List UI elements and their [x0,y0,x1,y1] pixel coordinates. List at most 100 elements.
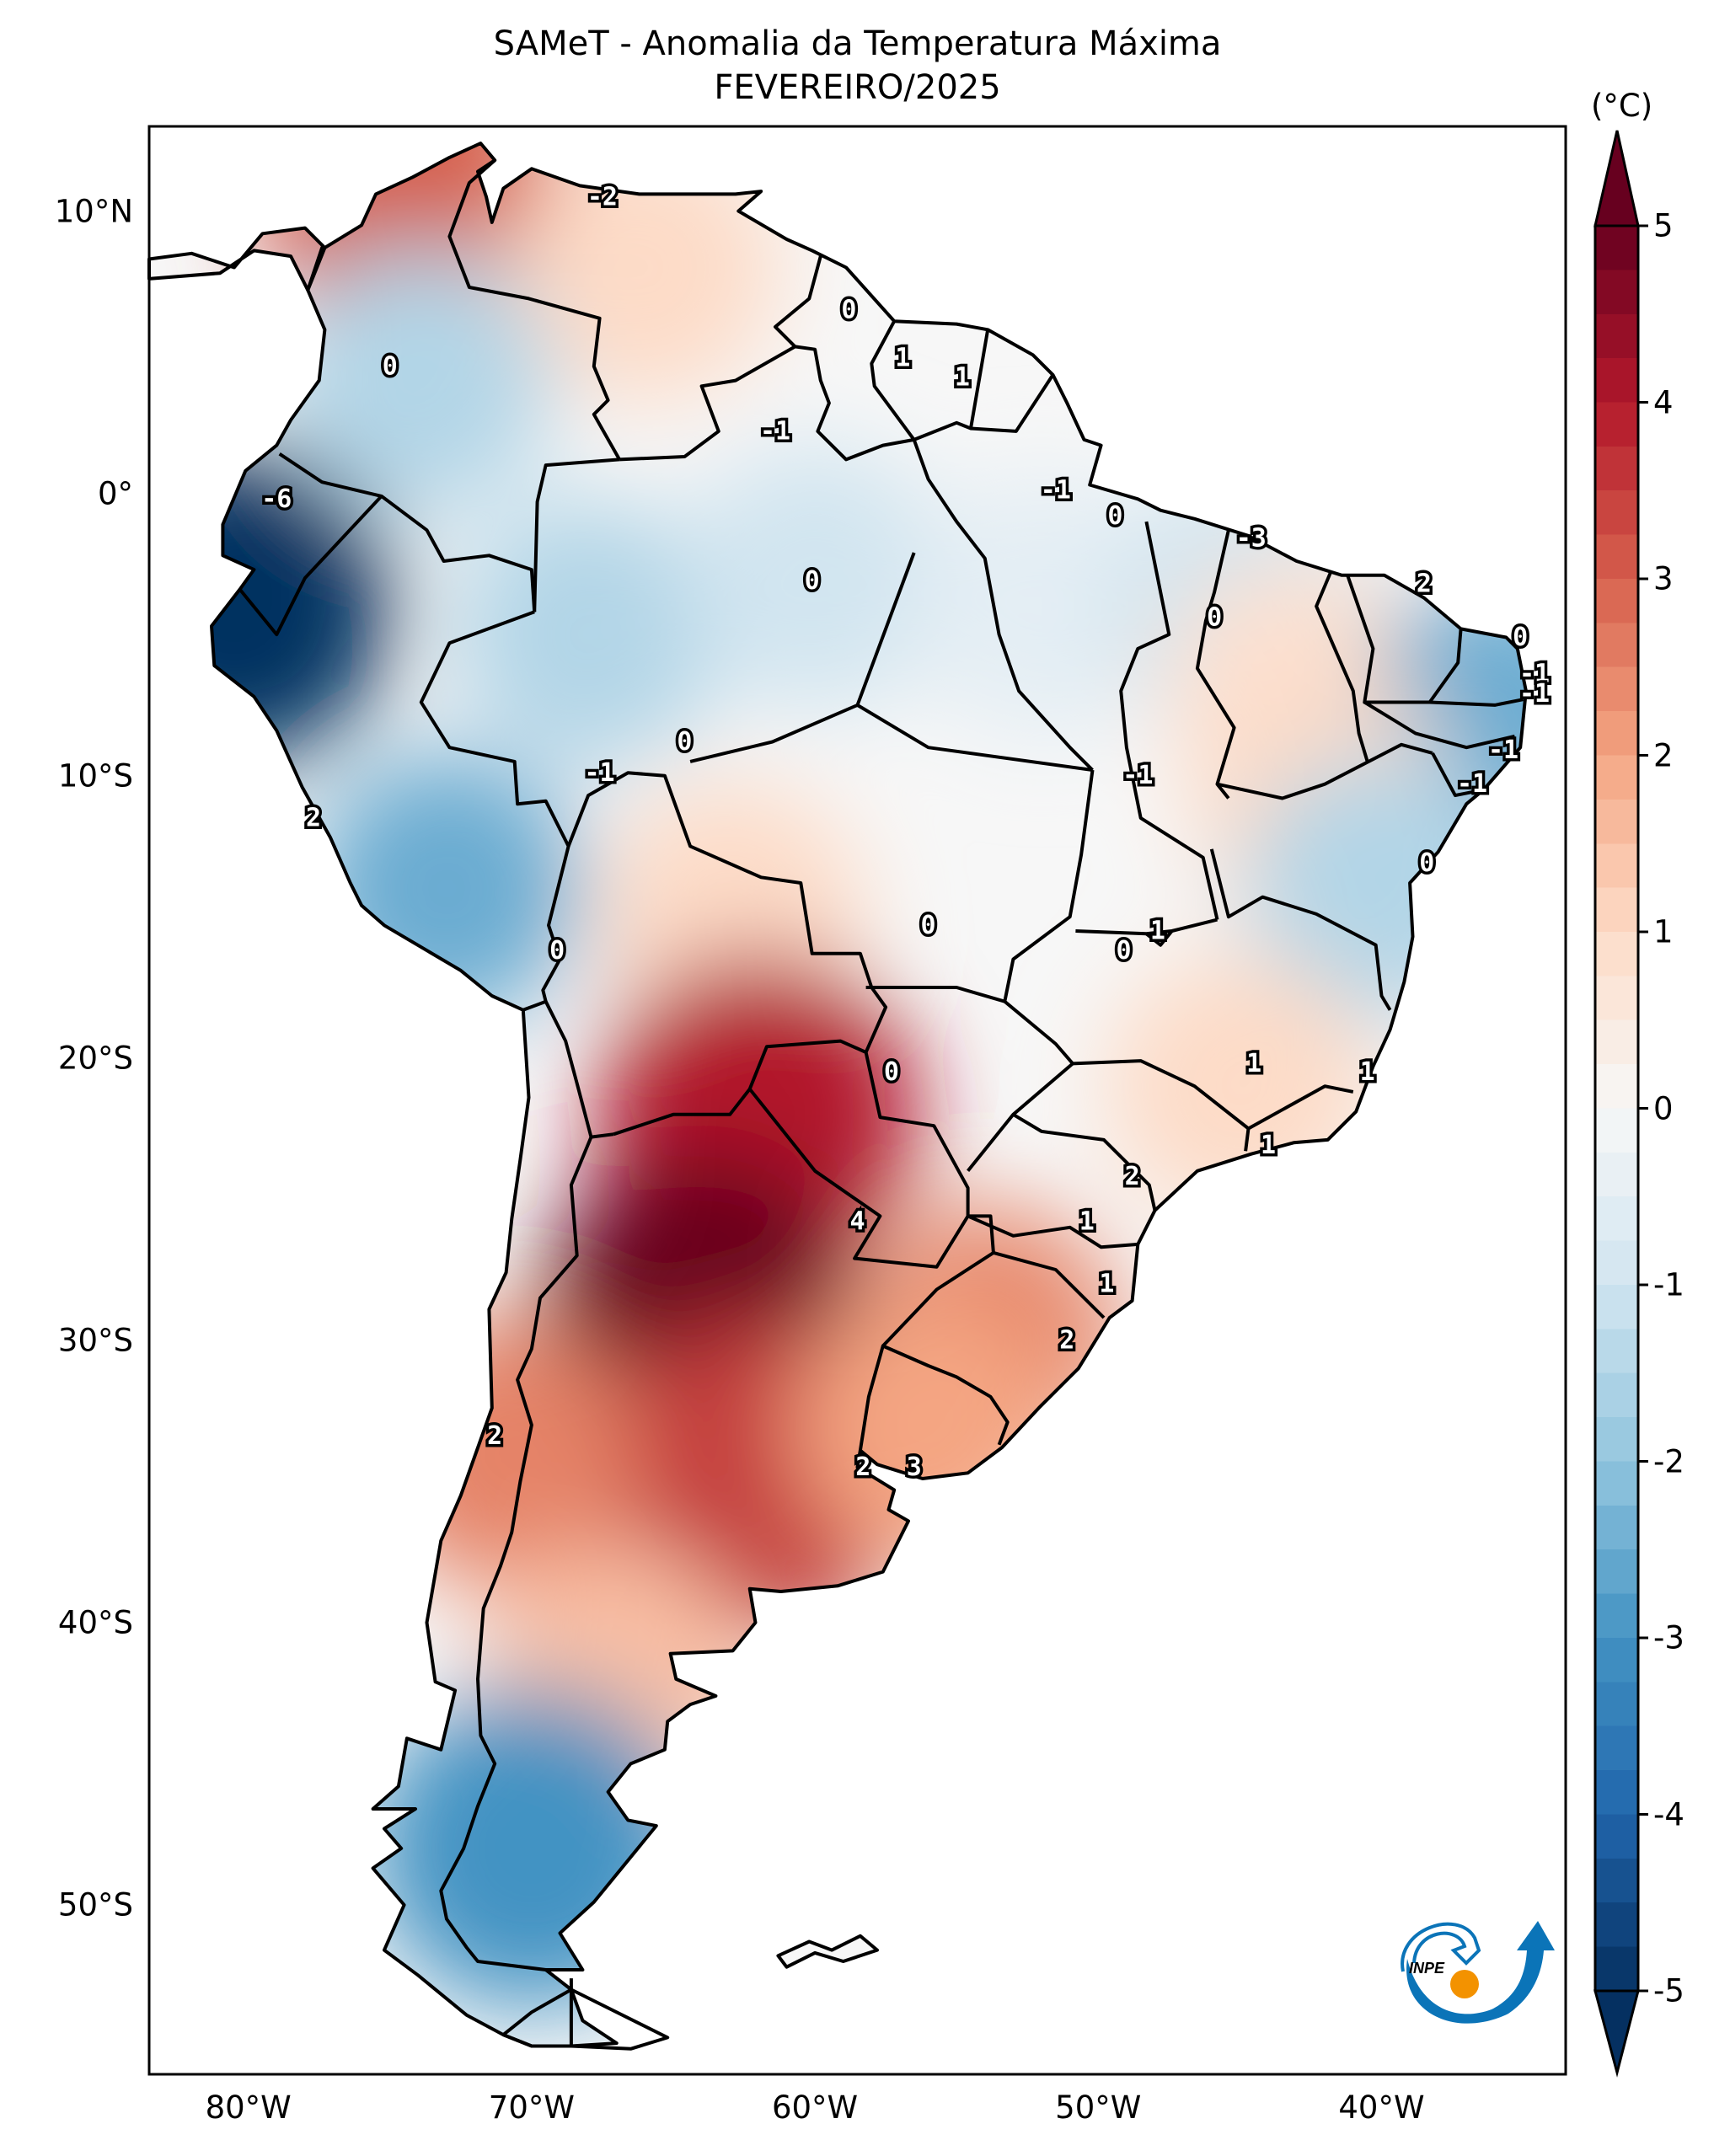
border-line [1209,848,1392,1011]
colorbar-units: (°C) [1591,88,1653,124]
logo-text: INPE [1409,1960,1445,1977]
chart-subtitle: FEVEREIRO/2025 [714,68,1001,107]
contour-label: 1 [1099,1269,1114,1298]
contour-label: 1 [1150,916,1165,945]
border-line [1315,571,1369,762]
border-line [278,452,537,613]
contour-label: 0 [841,295,856,324]
contour-label: -2 [587,182,618,211]
contour-label: 0 [921,911,936,940]
anomaly-blob [283,245,554,516]
colorbar [1593,130,1648,2078]
contour-label: 0 [1513,623,1528,652]
border-line [566,771,888,1053]
colorbar-tick-label: -2 [1653,1443,1684,1479]
colorbar-tick-label: 2 [1653,737,1674,773]
border-line [967,1214,1138,1249]
contour-label: 2 [487,1421,502,1451]
contour-label: 0 [383,351,398,381]
contour-label: -1 [1122,761,1153,790]
colorbar-tick-label: 0 [1653,1090,1674,1126]
y-tick-label: 30°S [57,1322,133,1359]
contour-label: 0 [1419,848,1434,878]
colorbar-bar [1593,224,1640,1993]
colorbar-tick-label: -3 [1653,1619,1684,1656]
contour-label: 3 [907,1452,922,1482]
border-line [419,610,570,1003]
y-tick-label: 20°S [57,1040,133,1077]
contour-label: 2 [1417,569,1432,598]
border-line [439,1136,593,1971]
x-tick-label: 70°W [488,2089,575,2126]
border-line [1012,1113,1157,1212]
border-line [1346,575,1463,704]
border-line [795,345,915,462]
contour-label: 4 [849,1207,865,1237]
anomaly-blob [510,143,780,403]
border-line [1429,698,1524,707]
y-tick-label: 50°S [57,1886,133,1923]
border-line [613,1039,970,1269]
border-line [858,1344,1010,1451]
contour-label: -1 [1519,679,1550,709]
map-frame [147,125,1567,2076]
contour-label: -1 [1041,476,1071,506]
contour-label: -3 [1236,524,1267,554]
contour-label: 0 [1107,501,1122,531]
y-tick-label: 40°S [57,1604,133,1641]
anomaly-blob [907,471,1177,741]
contour-label: -1 [1488,736,1518,765]
colorbar-extend-min [1593,1989,1640,2078]
contour-label: 2 [1059,1325,1074,1355]
border-line [619,255,822,462]
border-line [1072,1059,1354,1131]
colorbar-tick-label: -1 [1653,1266,1684,1303]
colorbar-tick-label: -5 [1653,1972,1684,2009]
border-line [865,986,1005,1003]
colorbar-tick-label: 1 [1653,913,1674,950]
border-line [970,373,1055,433]
x-tick-label: 50°W [1055,2089,1142,2126]
contour-label: 2 [855,1452,870,1482]
border-line [1119,521,1219,921]
contour-label: -6 [261,484,292,514]
contour-label: 1 [895,343,910,372]
border-line [533,457,620,613]
border-line [1075,918,1218,936]
contour-label: 1 [1246,1049,1261,1078]
chart-title: SAMeT - Anomalia da Temperatura Máxima [493,24,1222,63]
border-line [689,552,916,763]
colorbar-tick-label: 3 [1653,560,1674,597]
border-line [1217,742,1433,800]
border-line [238,495,383,637]
contour-label: 0 [1116,936,1131,966]
border-line [912,439,1094,772]
country-borders [147,142,1528,2051]
colorbar-tick-label: 4 [1653,384,1674,420]
logo-swirl-icon [1406,1921,1555,2024]
border-line [1145,929,1174,947]
contour-label: 2 [1125,1162,1140,1191]
anomaly-blob [680,443,951,714]
colorbar-tick-label: 5 [1653,207,1674,244]
border-line [856,704,1093,772]
contour-label: 0 [549,936,565,966]
border-line [1363,700,1515,750]
contour-label: 0 [677,727,692,757]
x-tick-label: 40°W [1338,2089,1425,2126]
contour-label: 1 [1079,1207,1095,1237]
y-tick-label: 10°S [57,757,133,794]
contour-label: 0 [884,1057,899,1087]
border-line [993,1250,1106,1319]
contour-label: 2 [306,803,321,832]
contour-label: -1 [760,416,790,446]
border-line [1244,1128,1251,1152]
contour-label: -1 [584,758,614,788]
contour-label: 1 [955,363,970,393]
border-line [147,226,327,292]
border-line [522,999,614,1139]
x-tick-label: 80°W [205,2089,292,2126]
contour-label: -1 [1519,660,1550,689]
